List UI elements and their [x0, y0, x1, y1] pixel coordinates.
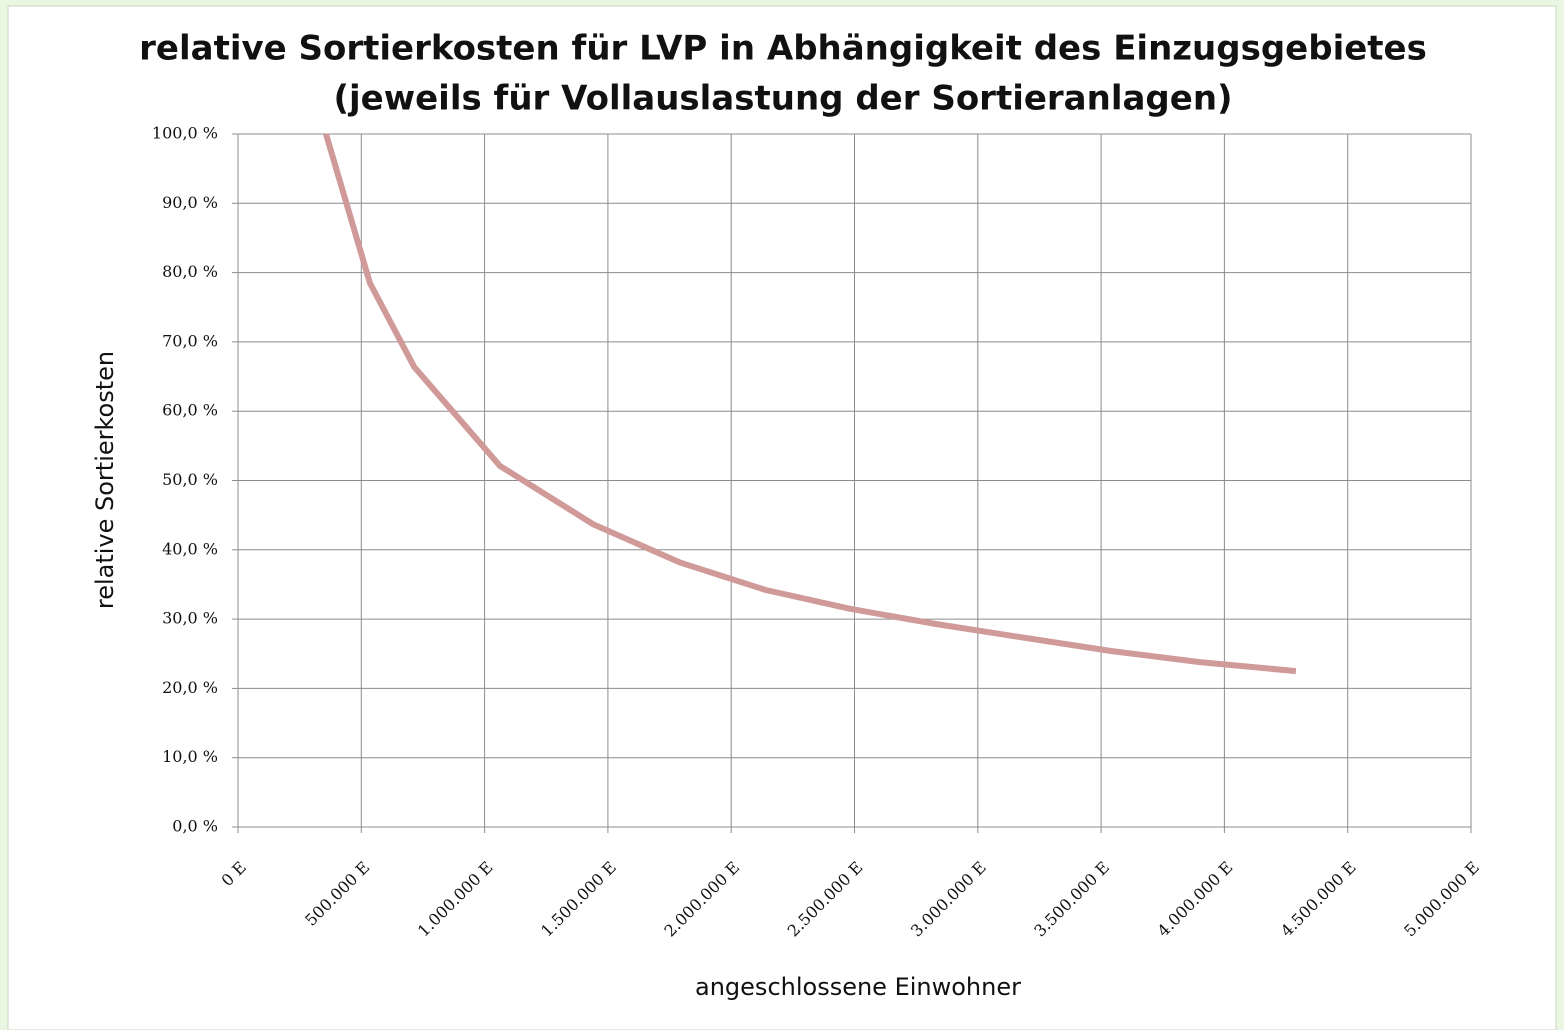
y-tick-label: 30,0 % — [162, 609, 218, 628]
data-line — [323, 133, 1297, 675]
chart-title: relative Sortierkosten für LVP in Abhäng… — [139, 29, 1427, 69]
y-tick-label: 0,0 % — [172, 817, 218, 836]
y-tick-label: 80,0 % — [162, 262, 218, 281]
chart-title: (jeweils für Vollauslastung der Sortiera… — [333, 79, 1232, 119]
y-tick-label: 50,0 % — [162, 470, 218, 489]
chart-area — [7, 5, 1557, 1030]
x-axis-label: angeschlossene Einwohner — [695, 973, 1021, 1001]
y-tick-label: 100,0 % — [152, 124, 218, 143]
y-tick-label: 20,0 % — [162, 678, 218, 697]
y-axis-label: relative Sortierkosten — [91, 351, 119, 609]
y-tick-label: 70,0 % — [162, 331, 218, 350]
y-tick-label: 60,0 % — [162, 401, 218, 420]
y-tick-label: 10,0 % — [162, 747, 218, 766]
y-tick-label: 40,0 % — [162, 539, 218, 558]
y-tick-label: 90,0 % — [162, 193, 218, 212]
